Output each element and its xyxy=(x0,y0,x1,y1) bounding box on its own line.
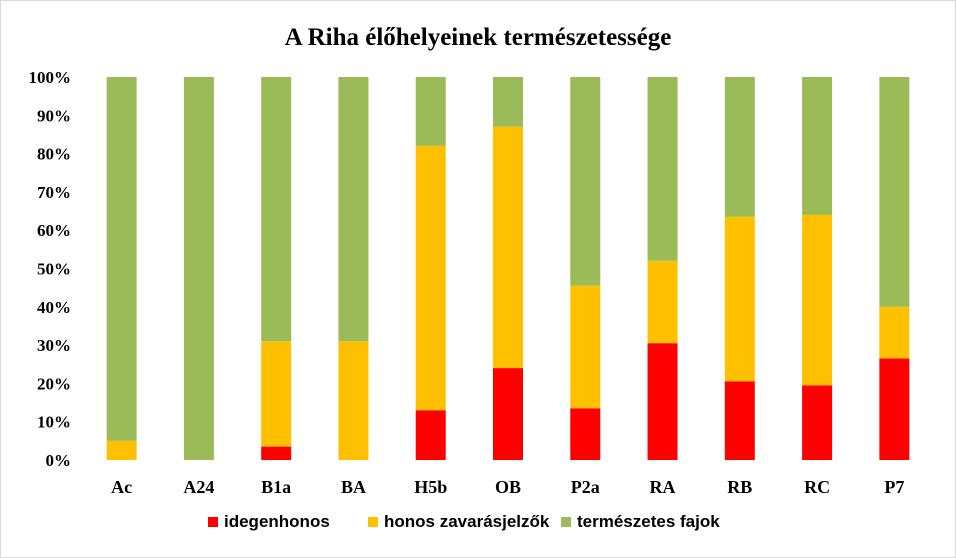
x-tick-label: P7 xyxy=(884,477,904,497)
x-tick-label: RB xyxy=(727,477,752,497)
x-tick-label: Ac xyxy=(111,477,132,497)
bar-segment-természetes-fajok-B1a xyxy=(261,77,292,342)
bar-segment-idegenhonos-RC xyxy=(802,385,833,460)
y-tick-label: 90% xyxy=(37,106,71,125)
bar-segment-természetes-fajok-H5b xyxy=(415,77,446,146)
legend-swatch xyxy=(208,517,218,527)
y-axis: 0% 10% 20% 30% 40% 50% 60% 70% 80% 90% 100% xyxy=(29,68,72,470)
bar-segment-idegenhonos-B1a xyxy=(261,446,292,460)
bar-segment-természetes-fajok-RA xyxy=(647,77,678,261)
bar-segment-honos-zavarásjelzők-Ac xyxy=(106,440,137,460)
bar-segment-idegenhonos-RA xyxy=(647,343,678,460)
bar-segment-természetes-fajok-OB xyxy=(493,77,523,127)
legend: idegenhonos honos zavarásjelzők természete… xyxy=(208,512,720,531)
chart-title: A Riha élőhelyeinek természetessége xyxy=(285,24,672,51)
bar-segment-idegenhonos-RB xyxy=(724,381,755,460)
bar-segment-idegenhonos-OB xyxy=(493,368,523,460)
bar-segment-természetes-fajok-A24 xyxy=(183,77,214,460)
y-tick-label: 20% xyxy=(37,374,71,393)
x-tick-label: H5b xyxy=(414,477,447,497)
x-tick-label: P2a xyxy=(571,477,600,497)
bar-segment-honos-zavarásjelzők-RB xyxy=(724,216,755,382)
x-tick-label: RA xyxy=(650,477,676,497)
bar-segment-természetes-fajok-RB xyxy=(724,77,755,217)
y-tick-label: 70% xyxy=(37,183,71,202)
x-tick-label: RC xyxy=(804,477,830,497)
bar-segment-természetes-fajok-BA xyxy=(338,77,369,342)
x-axis: Ac A24 B1a BA H5b OB P2a RA RB RC P7 xyxy=(111,477,904,497)
y-tick-label: 80% xyxy=(37,145,71,164)
x-tick-label: OB xyxy=(495,477,521,497)
x-tick-label: BA xyxy=(341,477,366,497)
bar-segment-honos-zavarásjelzők-OB xyxy=(493,126,523,369)
legend-label: idegenhonos xyxy=(224,512,330,531)
x-tick-label: B1a xyxy=(261,477,291,497)
bar-segment-honos-zavarásjelzők-RC xyxy=(802,214,833,386)
y-tick-label: 0% xyxy=(46,451,72,470)
legend-label: honos zavarásjelzők xyxy=(384,512,550,531)
bar-segment-idegenhonos-H5b xyxy=(415,410,446,460)
bar-segment-honos-zavarásjelzők-RA xyxy=(647,260,678,344)
bar-segment-idegenhonos-P2a xyxy=(570,408,601,460)
bar-segment-természetes-fajok-P7 xyxy=(879,77,910,307)
y-tick-label: 50% xyxy=(37,260,71,279)
legend-swatch xyxy=(368,517,378,527)
y-tick-label: 100% xyxy=(29,68,72,87)
bar-segment-honos-zavarásjelzők-H5b xyxy=(415,145,446,411)
bar-segment-honos-zavarásjelzők-BA xyxy=(338,341,369,460)
legend-swatch xyxy=(561,517,571,527)
bar-segment-természetes-fajok-Ac xyxy=(106,77,137,441)
y-tick-label: 30% xyxy=(37,336,71,355)
y-tick-label: 60% xyxy=(37,221,71,240)
bar-segment-honos-zavarásjelzők-P7 xyxy=(879,306,910,359)
bar-segment-honos-zavarásjelzők-B1a xyxy=(261,341,292,447)
bar-segment-idegenhonos-P7 xyxy=(879,358,910,460)
x-tick-label: A24 xyxy=(183,477,214,497)
legend-label: természetes fajok xyxy=(577,512,720,531)
y-tick-label: 40% xyxy=(37,298,71,317)
bar-segment-természetes-fajok-P2a xyxy=(570,77,601,286)
bars xyxy=(106,77,910,460)
bar-segment-honos-zavarásjelzők-P2a xyxy=(570,285,601,409)
y-tick-label: 10% xyxy=(37,413,71,432)
bar-segment-természetes-fajok-RC xyxy=(802,77,833,215)
